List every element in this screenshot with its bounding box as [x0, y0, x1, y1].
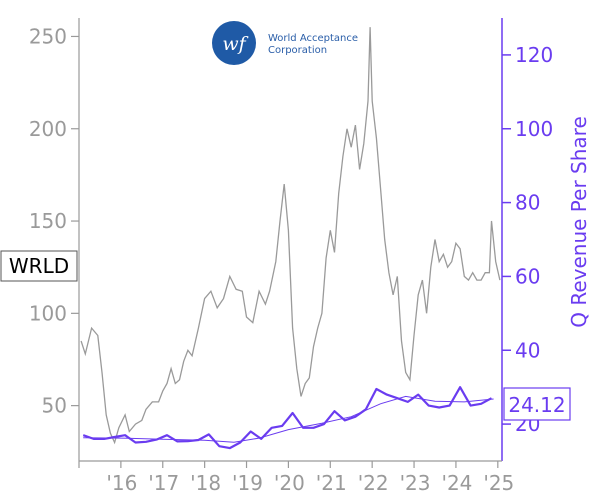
logo-circle [212, 21, 256, 65]
revenue-trend-line [83, 395, 494, 443]
x-tick-label: '22 [358, 471, 389, 495]
right-tick-label: 80 [515, 191, 540, 215]
left-tick-label: 50 [42, 394, 67, 418]
logo-line-1: World Acceptance [268, 33, 358, 44]
company-logo: wf World Acceptance Corporation [212, 21, 358, 65]
left-tick-label: 100 [29, 301, 67, 325]
x-tick-label: '23 [400, 471, 431, 495]
right-tick-label: 60 [515, 264, 540, 288]
right-tick-label: 100 [515, 117, 553, 141]
last-value-badge: 24.12 [503, 387, 571, 421]
ticker-symbol: WRLD [9, 254, 69, 278]
logo-line-2: Corporation [268, 45, 327, 56]
x-tick-label: '21 [316, 471, 347, 495]
last-value-box [503, 387, 571, 421]
logo-monogram: wf [222, 33, 248, 55]
x-axis-ticks: '16 '17 '18 '19 '20 '21 '22 '23 '24 '25 [78, 461, 514, 495]
last-value: 24.12 [508, 393, 565, 417]
price-line [80, 27, 501, 445]
left-axis-ticks: 50 100 150 200 250 [29, 24, 79, 418]
left-tick-label: 250 [29, 24, 67, 48]
ticker-box [0, 250, 78, 282]
x-tick-label: '18 [190, 471, 221, 495]
right-tick-label: 40 [515, 338, 540, 362]
x-tick-label: '24 [441, 471, 472, 495]
x-tick-label: '17 [148, 471, 179, 495]
x-tick-label: '19 [232, 471, 263, 495]
left-tick-label: 200 [29, 117, 67, 141]
ticker-badge: WRLD [0, 250, 78, 282]
right-axis-label: Q Revenue Per Share [567, 116, 591, 328]
left-tick-label: 150 [29, 209, 67, 233]
revenue-per-share-line [82, 386, 493, 450]
right-tick-label: 120 [515, 43, 553, 67]
x-tick-label: '20 [274, 471, 305, 495]
x-tick-label: '16 [106, 471, 137, 495]
x-tick-label: '25 [483, 471, 514, 495]
